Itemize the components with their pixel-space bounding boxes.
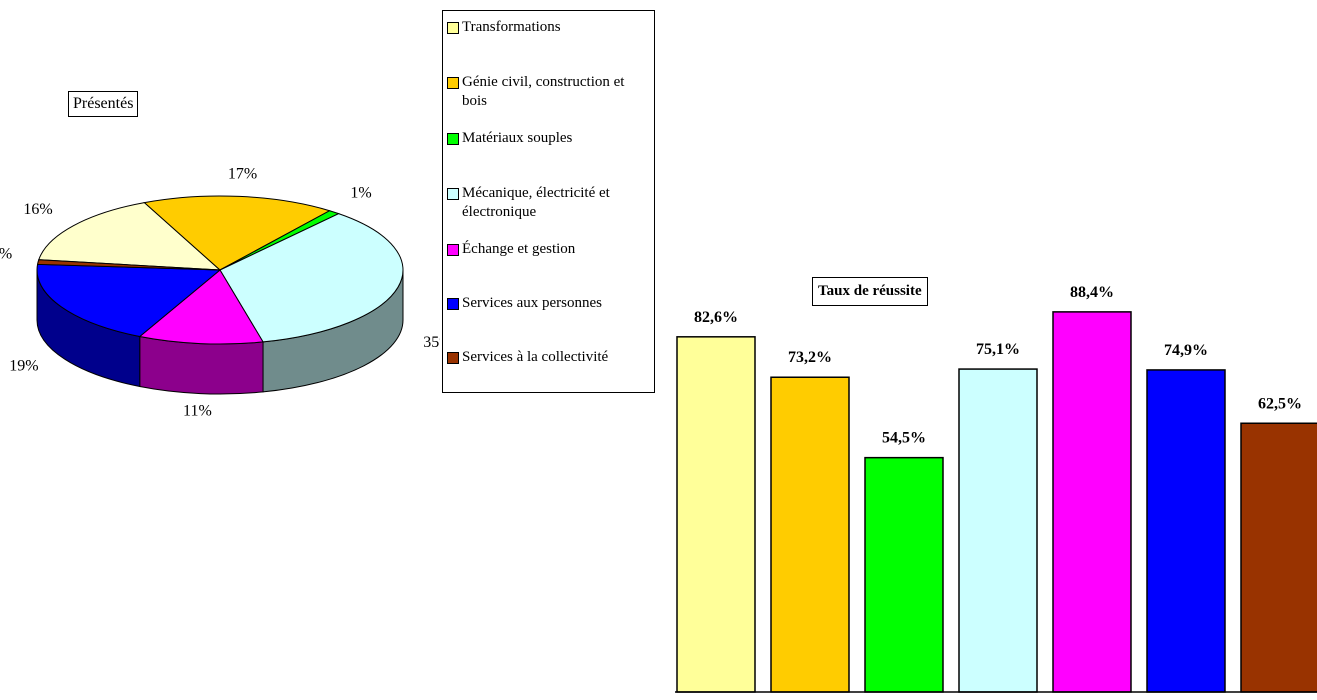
bar-data-label: 75,1% [976, 341, 1020, 358]
pie-chart: 16% 17% 1% 35% 11% 19% 1% [0, 166, 440, 420]
bar-data-label: 73,2% [788, 349, 832, 366]
pie-slice [38, 202, 222, 271]
pie-slice [219, 213, 404, 343]
pie-data-label: 16% [23, 201, 52, 218]
legend-swatch [447, 352, 459, 364]
legend-item: Services aux personnes [447, 294, 648, 313]
bar [1052, 311, 1132, 693]
legend-label: Mécanique, électricité et électronique [462, 185, 610, 220]
legend-label: Génie civil, construction et bois [462, 74, 625, 109]
legend-item: Génie civil, construction et bois [447, 73, 648, 111]
legend-label: Services aux personnes [462, 295, 602, 311]
pie-data-label: 17% [228, 166, 257, 183]
bar-data-label: 62,5% [1258, 395, 1302, 412]
legend-swatch [447, 22, 459, 34]
legend-label: Services à la collectivité [462, 349, 609, 365]
legend-swatch [447, 188, 459, 200]
legend-label: Matériaux souples [462, 130, 573, 146]
legend-item: Matériaux souples [447, 129, 648, 148]
legend-label: Transformations [462, 19, 561, 35]
bar [1240, 422, 1317, 693]
legend-swatch [447, 244, 459, 256]
legend-swatch [447, 298, 459, 310]
bar-chart-title: Taux de réussite [812, 277, 928, 306]
pie-data-label: 11% [183, 402, 212, 419]
pie-data-label: 35% [423, 334, 440, 351]
pie-chart-title: Présentés [68, 91, 139, 117]
pie-slice [143, 195, 331, 271]
legend-swatch [447, 133, 459, 145]
bar-data-label: 82,6% [694, 309, 738, 326]
bar [1146, 369, 1226, 693]
bar-data-label: 88,4% [1070, 284, 1114, 301]
pie-slice [36, 263, 222, 338]
bar-data-label: 74,9% [1164, 342, 1208, 359]
pie-data-label: 1% [350, 185, 371, 202]
pie-data-label: 19% [9, 358, 38, 375]
bar-chart: 82,6% 73,2% 54,5% 75,1% 88,4% 74,9% 62,5% [675, 284, 1317, 693]
bar [958, 368, 1038, 693]
legend-item: Services à la collectivité [447, 348, 648, 367]
legend: Transformations Génie civil, constructio… [442, 10, 655, 393]
bar [770, 376, 850, 693]
bar-data-label: 54,5% [882, 430, 926, 447]
legend-item: Transformations [447, 18, 648, 37]
legend-swatch [447, 77, 459, 89]
pie-data-label: 1% [0, 245, 12, 262]
pie-slice-side [139, 335, 264, 395]
pie-slice [36, 259, 221, 271]
bar [864, 456, 944, 693]
pie-slice [138, 269, 264, 345]
legend-item: Mécanique, électricité et électronique [447, 184, 648, 222]
legend-label: Échange et gestion [462, 241, 576, 257]
bar [676, 336, 756, 693]
legend-item: Échange et gestion [447, 240, 648, 259]
